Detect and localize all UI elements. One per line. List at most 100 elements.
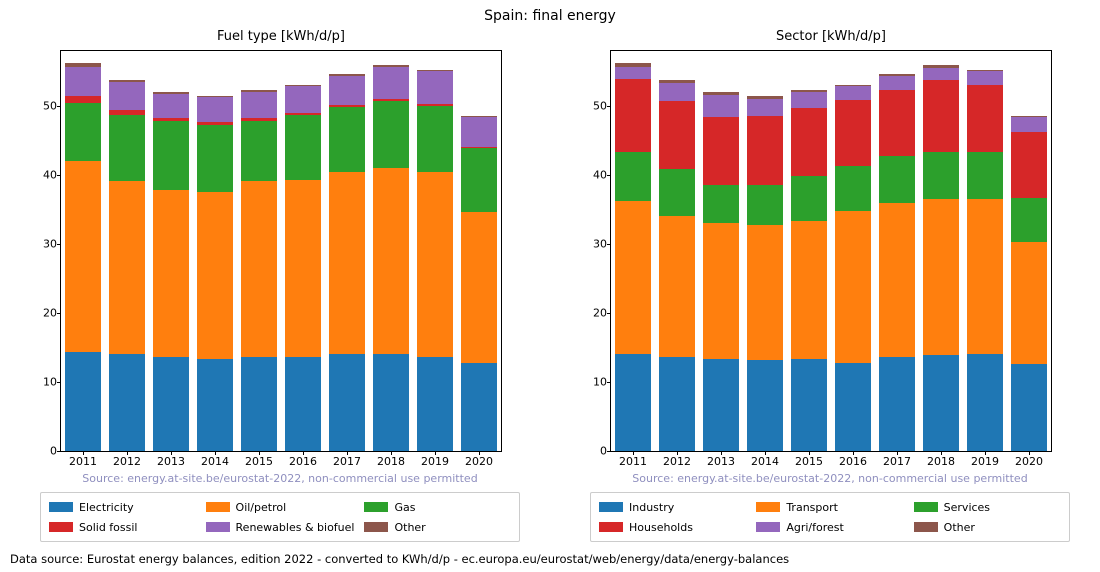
- bar-segment: [153, 121, 189, 190]
- bar-segment: [417, 71, 453, 104]
- legend-swatch: [49, 502, 73, 512]
- legend-item: Renewables & biofuel: [206, 521, 355, 534]
- y-tick-label: 0: [577, 445, 607, 458]
- y-tick-mark: [57, 451, 61, 452]
- bar-segment: [109, 354, 145, 451]
- bar-segment: [923, 68, 959, 80]
- bar-segment: [791, 108, 827, 176]
- legend-swatch: [756, 522, 780, 532]
- x-tick-mark: [633, 451, 634, 455]
- legend-swatch: [364, 522, 388, 532]
- legend-item: Households: [599, 521, 746, 534]
- bar-segment: [659, 169, 695, 216]
- bar-segment: [197, 125, 233, 193]
- bar-segment: [417, 70, 453, 71]
- bar-segment: [197, 97, 233, 122]
- bar-segment: [285, 113, 321, 115]
- bar-segment: [923, 152, 959, 199]
- bar-segment: [791, 221, 827, 359]
- legend-swatch: [364, 502, 388, 512]
- bar-segment: [703, 117, 739, 185]
- bar-segment: [109, 115, 145, 181]
- bar-segment: [461, 147, 497, 148]
- bar-segment: [879, 357, 915, 451]
- legend-swatch: [599, 502, 623, 512]
- bar-segment: [1011, 198, 1047, 242]
- bar-segment: [285, 86, 321, 113]
- bar-segment: [703, 92, 739, 95]
- bar-segment: [197, 192, 233, 358]
- x-tick-label: 2011: [69, 455, 97, 468]
- figure: Spain: final energy Fuel type [kWh/d/p] …: [0, 0, 1100, 572]
- x-tick-mark: [985, 451, 986, 455]
- legend-label: Industry: [629, 501, 674, 514]
- bar-segment: [373, 67, 409, 99]
- x-tick-mark: [479, 451, 480, 455]
- bar-segment: [285, 357, 321, 451]
- y-tick-mark: [57, 382, 61, 383]
- bar-segment: [967, 199, 1003, 355]
- bar-segment: [1011, 242, 1047, 364]
- bar-segment: [835, 166, 871, 211]
- data-source-line: Data source: Eurostat energy balances, e…: [10, 552, 789, 566]
- bar-segment: [153, 190, 189, 357]
- x-tick-mark: [1029, 451, 1030, 455]
- bar-segment: [329, 172, 365, 353]
- bar-segment: [615, 67, 651, 79]
- x-tick-label: 2015: [245, 455, 273, 468]
- panel-sector: Sector [kWh/d/p] 01020304050201120122013…: [610, 50, 1052, 452]
- legend-swatch: [599, 522, 623, 532]
- x-tick-mark: [347, 451, 348, 455]
- y-tick-mark: [607, 175, 611, 176]
- bar-segment: [461, 116, 497, 117]
- bar-segment: [835, 86, 871, 100]
- legend-item: Electricity: [49, 501, 196, 514]
- legend-sector: IndustryTransportServicesHouseholdsAgri/…: [590, 492, 1070, 542]
- legend-swatch: [914, 502, 938, 512]
- bar-segment: [197, 96, 233, 97]
- y-tick-mark: [607, 451, 611, 452]
- legend-swatch: [206, 502, 230, 512]
- bar-segment: [703, 95, 739, 117]
- legend-item: Transport: [756, 501, 903, 514]
- y-tick-label: 20: [27, 307, 57, 320]
- legend-label: Solid fossil: [79, 521, 137, 534]
- x-tick-label: 2016: [289, 455, 317, 468]
- y-tick-mark: [607, 313, 611, 314]
- legend-swatch: [914, 522, 938, 532]
- bar-segment: [967, 71, 1003, 85]
- bar-segment: [703, 185, 739, 224]
- bar-segment: [373, 354, 409, 451]
- bar-segment: [65, 63, 101, 66]
- bar-segment: [967, 70, 1003, 71]
- x-tick-label: 2017: [333, 455, 361, 468]
- bar-segment: [241, 92, 277, 118]
- legend-item: Other: [914, 521, 1061, 534]
- bar-segment: [109, 110, 145, 115]
- legend-item: Agri/forest: [756, 521, 903, 534]
- bar-segment: [967, 152, 1003, 198]
- bar-segment: [835, 85, 871, 86]
- panel-title-fuel-type: Fuel type [kWh/d/p]: [61, 29, 501, 44]
- legend-swatch: [206, 522, 230, 532]
- x-tick-mark: [721, 451, 722, 455]
- bar-segment: [1011, 116, 1047, 117]
- bar-segment: [879, 203, 915, 357]
- bar-segment: [417, 357, 453, 451]
- x-tick-label: 2020: [465, 455, 493, 468]
- y-tick-label: 50: [577, 100, 607, 113]
- bar-segment: [329, 74, 365, 75]
- bar-segment: [241, 181, 277, 357]
- x-tick-mark: [83, 451, 84, 455]
- bar-segment: [1011, 117, 1047, 132]
- legend-label: Other: [394, 521, 425, 534]
- y-tick-mark: [57, 175, 61, 176]
- y-tick-label: 0: [27, 445, 57, 458]
- bar-segment: [615, 201, 651, 354]
- x-tick-mark: [259, 451, 260, 455]
- x-tick-label: 2011: [619, 455, 647, 468]
- bar-segment: [747, 96, 783, 99]
- bar-segment: [153, 118, 189, 121]
- y-tick-mark: [57, 106, 61, 107]
- x-tick-mark: [435, 451, 436, 455]
